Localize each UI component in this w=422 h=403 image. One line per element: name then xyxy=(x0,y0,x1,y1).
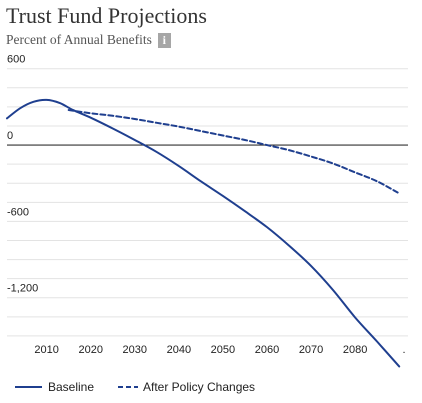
y-axis-ticks: 600 0 -600 -1,200 xyxy=(7,54,38,295)
x-axis-ticks: 2010 2020 2030 2040 2050 2060 2070 2080. xyxy=(34,344,405,356)
series-line-after-policy-changes xyxy=(67,109,401,195)
x-tick-label: 2060 xyxy=(255,344,279,356)
y-tick-label: -600 xyxy=(7,206,29,218)
x-tick-label: . xyxy=(402,344,405,356)
x-tick-label: 2010 xyxy=(34,344,58,356)
y-tick-label: -1,200 xyxy=(7,283,38,295)
x-tick-label: 2080 xyxy=(343,344,367,356)
info-icon[interactable]: i xyxy=(157,32,171,48)
x-tick-label: 2050 xyxy=(211,344,235,356)
subtitle-row: Percent of Annual Benefits i xyxy=(6,32,171,48)
y-tick-label: 600 xyxy=(7,54,25,66)
legend: Baseline After Policy Changes xyxy=(15,380,255,394)
x-tick-label: 2070 xyxy=(299,344,323,356)
grid-lines xyxy=(7,68,408,337)
chart-title: Trust Fund Projections xyxy=(6,3,207,28)
x-tick-label: 2020 xyxy=(78,344,102,356)
series-line-baseline xyxy=(6,98,401,368)
x-tick-label: 2030 xyxy=(123,344,147,356)
legend-label-baseline: Baseline xyxy=(48,380,94,394)
series-lines xyxy=(6,98,401,368)
x-tick-label: 2040 xyxy=(167,344,191,356)
legend-label-after-policy-changes: After Policy Changes xyxy=(143,380,255,394)
y-tick-label: 0 xyxy=(7,130,13,142)
chart-subtitle: Percent of Annual Benefits xyxy=(6,32,152,47)
